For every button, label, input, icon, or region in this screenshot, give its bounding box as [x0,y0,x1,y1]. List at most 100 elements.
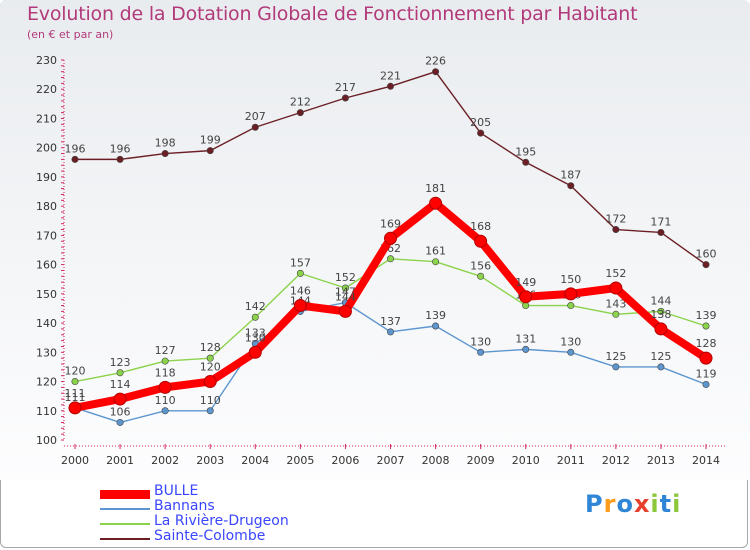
data-label: 172 [605,213,626,226]
data-label: 196 [65,142,86,155]
data-point [702,261,710,269]
x-tick-label: 2002 [151,454,179,467]
data-label: 195 [515,145,536,158]
data-point [386,82,394,90]
data-point [341,94,349,102]
y-tick-label: 110 [36,405,57,418]
data-label: 142 [245,300,266,313]
y-tick-label: 170 [36,229,57,242]
data-point [477,129,485,137]
data-label: 125 [650,350,671,363]
data-label: 160 [696,248,717,261]
y-tick-label: 230 [36,54,57,67]
data-point [657,307,665,315]
y-tick-label: 150 [36,288,57,301]
data-point [386,255,394,263]
y-tick-label: 180 [36,200,57,213]
data-point [567,302,575,310]
chart-title: Evolution de la Dotation Globale de Fonc… [27,3,638,25]
data-point [522,158,530,166]
legend-swatch [100,508,150,510]
x-tick-label: 2001 [106,454,134,467]
x-tick-label: 2008 [422,454,450,467]
line-chart: 100 110 120 130 140 150 160 170 180 190 200 210 220 2… [36,54,726,467]
legend-label: BULLE [154,483,199,499]
data-point [477,348,485,356]
x-tick-label: 2010 [512,454,540,467]
data-point [296,269,304,277]
data-point [657,228,665,236]
data-label: 137 [380,315,401,328]
data-point [248,345,262,359]
chart-subtitle: (en € et par an) [27,28,114,41]
data-label: 217 [335,81,356,94]
x-tick-label: 2014 [692,454,720,467]
data-point [116,155,124,163]
data-label: 144 [335,290,356,303]
y-tick-label: 120 [36,376,57,389]
data-point [161,407,169,415]
data-label: 198 [155,137,176,150]
x-tick-label: 2006 [331,454,359,467]
x-tick-label: 2004 [241,454,269,467]
y-tick-label: 130 [36,346,57,359]
data-label: 125 [605,350,626,363]
data-label: 221 [380,69,401,82]
data-label: 157 [290,256,311,269]
data-label: 149 [515,276,536,289]
data-point [206,147,214,155]
data-point [522,302,530,310]
data-point [206,354,214,362]
data-point [654,322,668,336]
data-label: 205 [470,116,491,129]
data-point [567,182,575,190]
data-label: 150 [560,273,581,286]
data-label: 123 [110,356,131,369]
y-tick-label: 100 [36,434,57,447]
data-point [474,234,488,248]
data-label: 207 [245,110,266,123]
legend-label: Sainte-Colombe [154,528,266,544]
data-point [657,363,665,371]
data-point [432,68,440,76]
data-point [161,357,169,365]
data-point [116,418,124,426]
data-point [338,304,352,318]
data-label: 181 [425,182,446,195]
data-label: 130 [560,335,581,348]
legend-swatch [100,538,150,540]
data-label: 119 [696,367,717,380]
data-label: 130 [245,331,266,344]
data-point [71,378,79,386]
proxiti-logo: Proxiti [585,490,682,518]
data-point [612,310,620,318]
data-point [161,150,169,158]
data-point [251,313,259,321]
data-point [702,380,710,388]
data-label: 133 [245,327,266,340]
y-tick-label: 140 [36,317,57,330]
data-label: 130 [470,335,491,348]
x-tick-label: 2012 [602,454,630,467]
y-tick-label: 210 [36,112,57,125]
data-label: 114 [110,378,131,391]
data-label: 118 [155,366,176,379]
data-label: 152 [605,267,626,280]
data-point [477,272,485,280]
data-label: 187 [560,169,581,182]
data-point [251,123,259,131]
data-label: 212 [290,96,311,109]
data-point [71,155,79,163]
legend-label: Bannans [154,498,215,514]
data-label: 138 [650,308,671,321]
data-label: 168 [470,220,491,233]
data-point [432,322,440,330]
data-label: 139 [696,309,717,322]
x-tick-label: 2011 [557,454,585,467]
y-tick-label: 190 [36,171,57,184]
data-point [158,380,172,394]
data-point [296,109,304,117]
x-tick-label: 2009 [467,454,495,467]
data-label: 143 [605,297,626,310]
legend-label: La Rivière-Drugeon [154,513,289,529]
